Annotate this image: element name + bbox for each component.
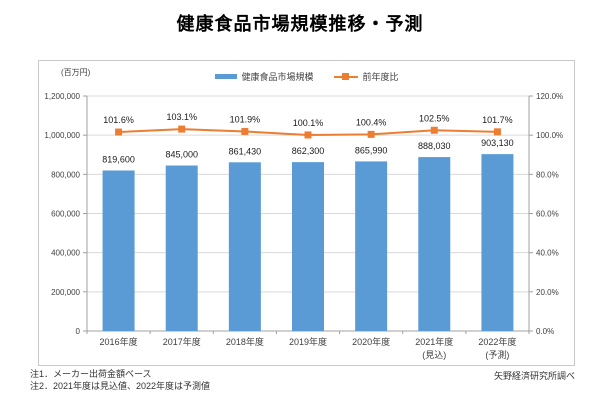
line-series-swatch-icon: [333, 72, 358, 81]
left-axis-tick-label: 800,000: [51, 170, 80, 179]
legend-item-market-size: 健康食品市場規模: [214, 70, 314, 83]
left-axis-tick-label: 200,000: [51, 288, 80, 297]
bar: [102, 170, 135, 331]
line-marker: [178, 125, 186, 133]
x-axis-category-label: 2021年度: [415, 336, 453, 347]
left-axis-tick-label: 0: [76, 327, 81, 336]
x-axis-category-label: 2019年度: [289, 336, 327, 347]
right-axis-tick-label: 40.0%: [536, 249, 559, 258]
right-axis-tick-label: 80.0%: [536, 170, 559, 179]
chart-frame: (百万円) 健康食品市場規模 前年度比 0 200,000 400,000 600,0…: [38, 60, 575, 366]
bar: [165, 165, 198, 331]
footnote-2: 注2．2021年度は見込値、2022年度は予測値: [30, 381, 211, 391]
legend-label: 健康食品市場規模: [241, 72, 314, 82]
right-axis-tick-label: 120.0%: [536, 92, 563, 101]
line-value-label: 100.4%: [356, 117, 387, 127]
left-axis-unit-label: (百万円): [61, 68, 91, 77]
bar-series-swatch-icon: [214, 74, 237, 79]
bar-value-label: 845,000: [165, 150, 198, 160]
bar-value-label: 861,430: [229, 146, 262, 156]
left-axis-tick-label: 600,000: [51, 210, 80, 219]
line-value-label: 101.7%: [482, 115, 513, 125]
legend: 健康食品市場規模 前年度比: [214, 70, 399, 83]
bar-value-label: 819,600: [102, 154, 135, 164]
bar-value-label: 903,130: [481, 138, 514, 148]
line-marker: [115, 128, 123, 136]
line-value-label: 103.1%: [166, 112, 197, 122]
bar-value-label: 862,300: [292, 146, 325, 156]
bar: [228, 162, 261, 331]
line-value-label: 101.6%: [103, 115, 134, 125]
line-marker: [241, 127, 249, 135]
bar: [355, 161, 388, 331]
right-axis-tick-label: 100.0%: [536, 131, 563, 140]
footnotes: 注1．メーカー出荷金額ベース 注2．2021年度は見込値、2022年度は予測値: [30, 368, 210, 392]
legend-label: 前年度比: [362, 72, 399, 82]
bar: [292, 162, 324, 331]
line-swatch-marker: [341, 72, 349, 80]
right-axis-tick-label: 20.0%: [536, 288, 559, 297]
x-axis-category-label: 2022年度: [478, 336, 516, 347]
line-marker: [367, 130, 375, 138]
bar-value-label: 865,990: [355, 145, 388, 155]
bar: [418, 157, 451, 331]
chart-title: 健康食品市場規模推移・予測: [176, 14, 424, 34]
right-axis-tick-label: 0.0%: [536, 327, 554, 336]
plot-area: 0 200,000 400,000 600,000 800,000 1,000,000 1,…: [44, 92, 563, 360]
left-axis-tick-label: 1,200,000: [44, 92, 80, 101]
line-marker: [493, 128, 501, 136]
bar: [481, 154, 514, 331]
x-axis-category-label: 2016年度: [100, 336, 138, 347]
x-axis-category-label: (予測): [485, 349, 509, 360]
right-axis-tick-label: 60.0%: [536, 210, 559, 219]
line-marker: [304, 131, 312, 139]
line-value-label: 100.1%: [293, 118, 324, 128]
left-axis-tick-label: 1,000,000: [44, 131, 80, 140]
footnote-1: 注1．メーカー出荷金額ベース: [30, 369, 152, 379]
line-value-label: 102.5%: [419, 113, 450, 123]
x-axis-category-label: 2018年度: [226, 336, 264, 347]
bar-value-label: 888,030: [418, 141, 451, 151]
line-value-label: 101.9%: [230, 114, 261, 124]
x-axis-category-label: 2020年度: [352, 336, 390, 347]
left-axis-tick-label: 400,000: [51, 249, 80, 258]
line-marker: [430, 126, 438, 134]
x-axis-category-label: (見込): [422, 350, 446, 360]
source-credit: 矢野経済研究所調べ: [493, 371, 575, 381]
x-axis-category-label: 2017年度: [163, 336, 201, 347]
legend-item-yoy-ratio: 前年度比: [333, 70, 399, 83]
